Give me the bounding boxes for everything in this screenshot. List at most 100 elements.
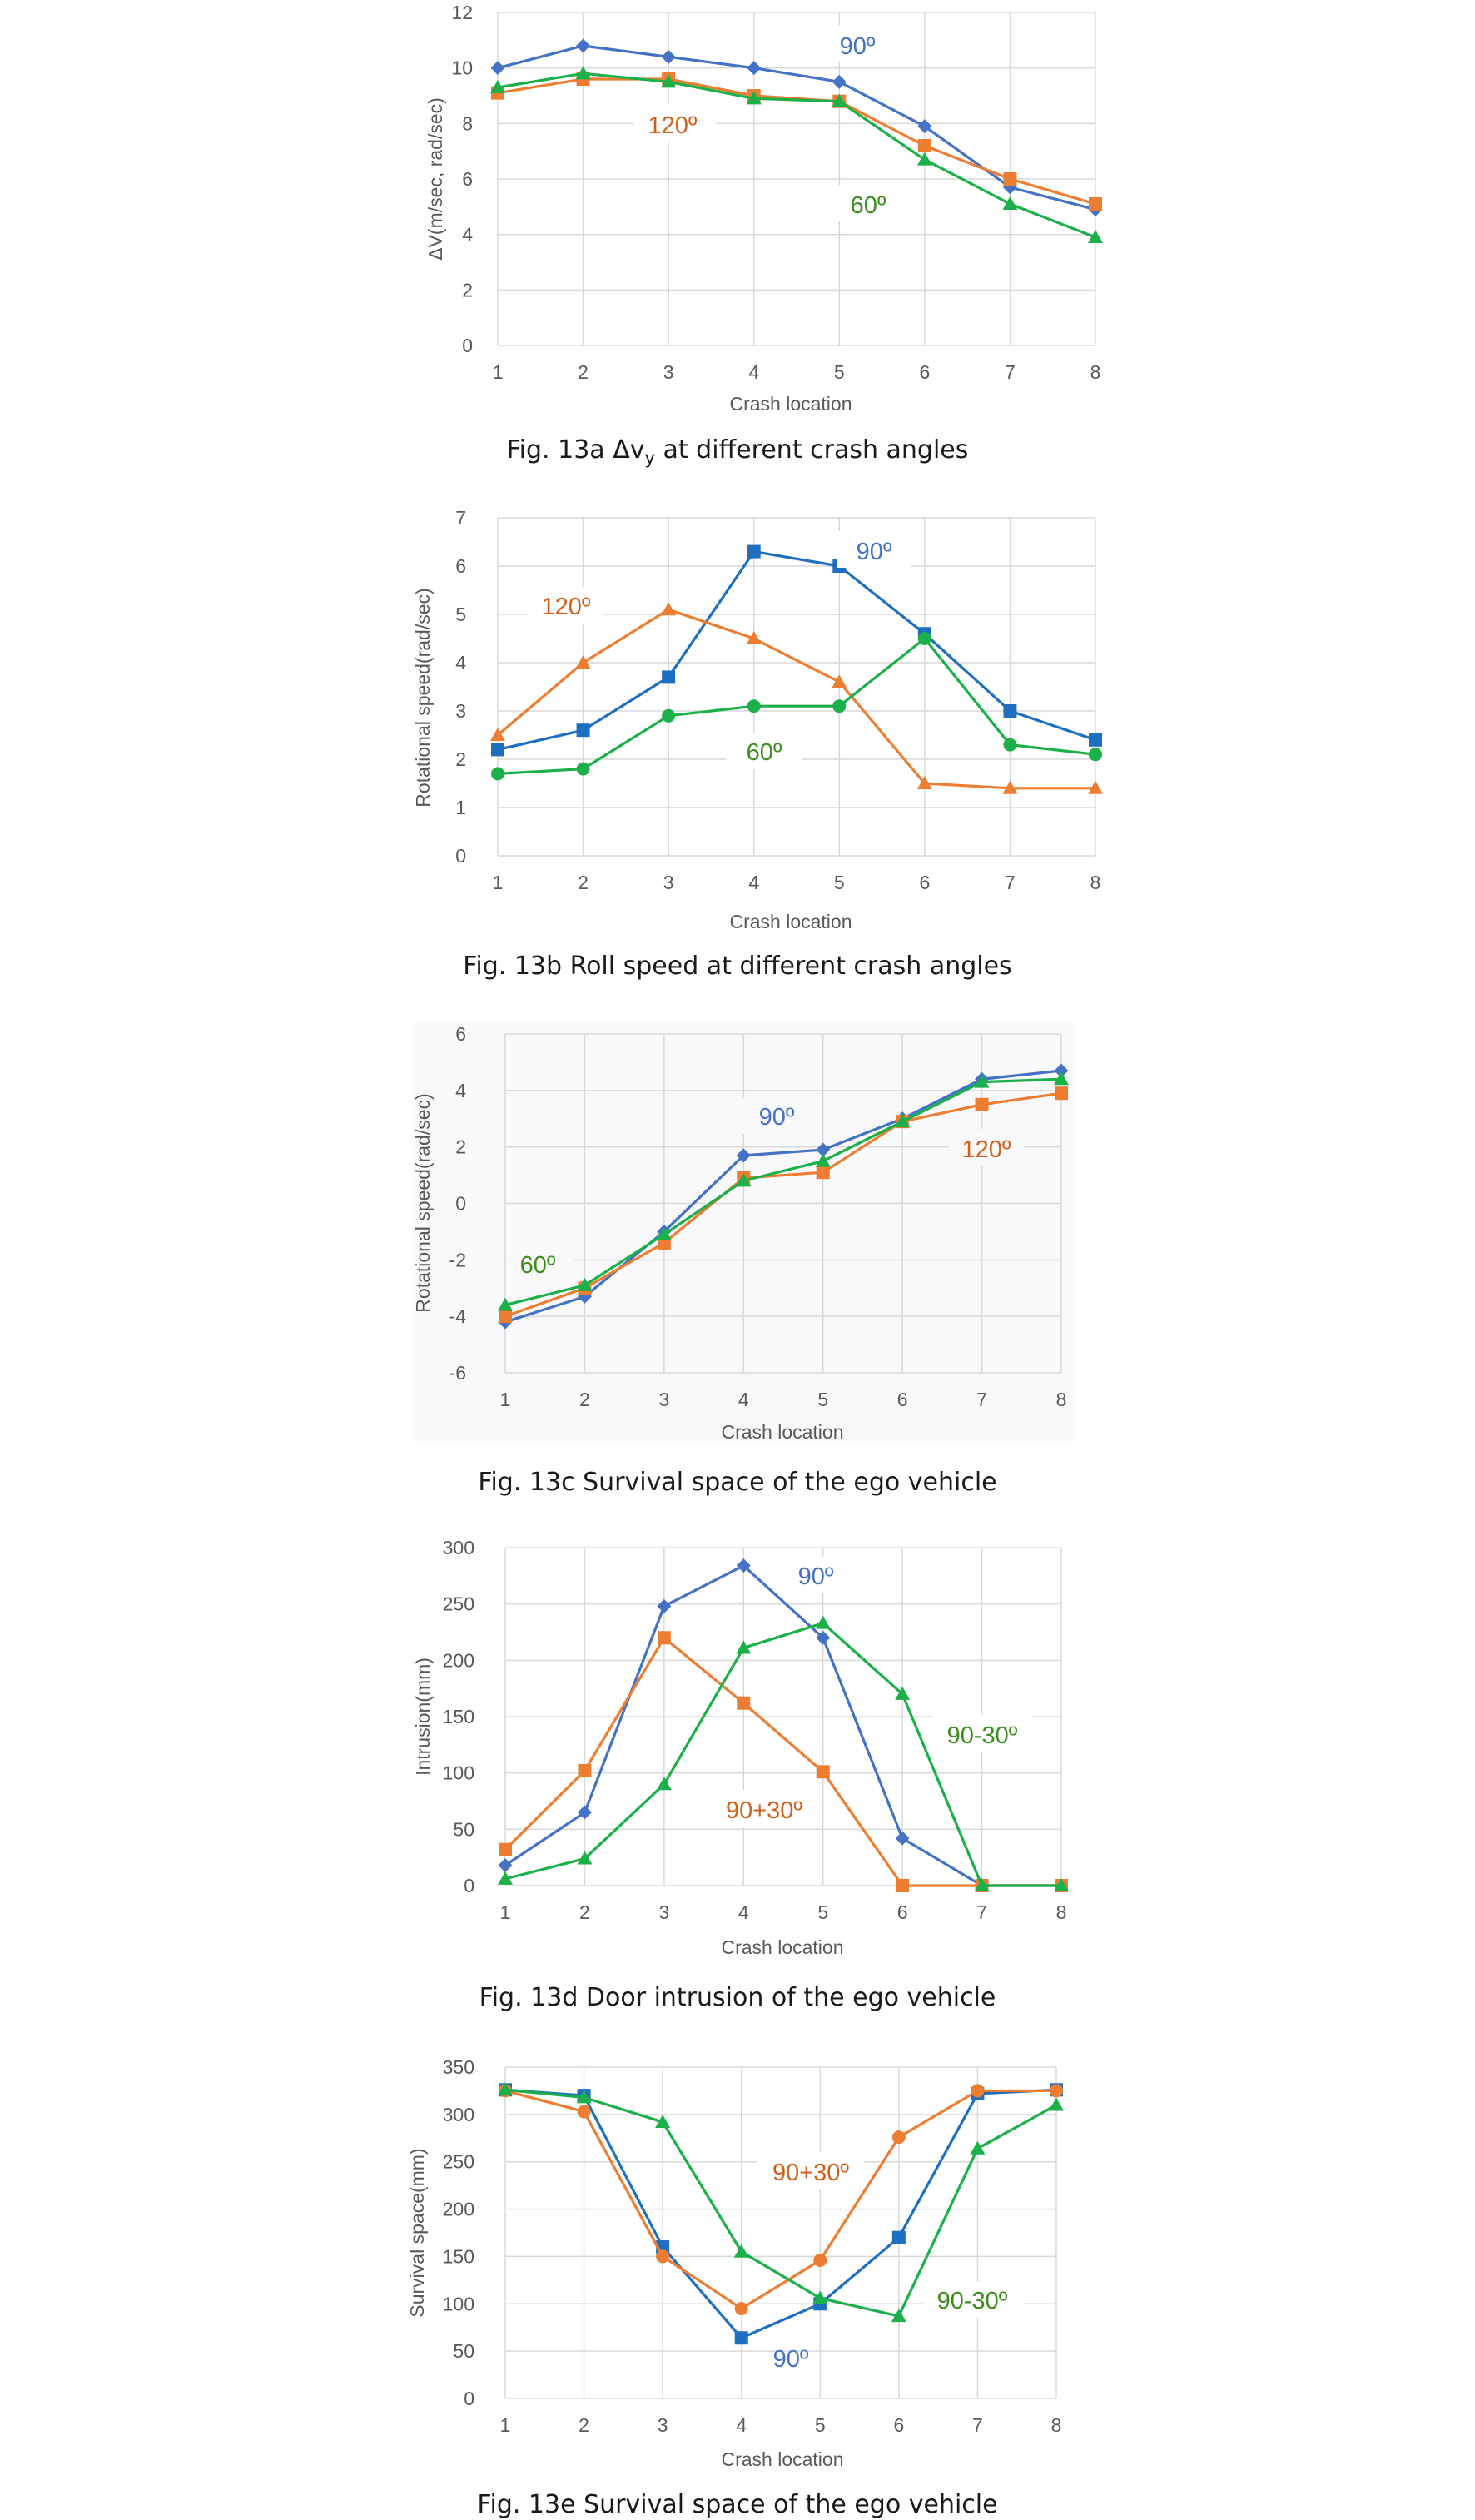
y-ticks: 0 50 100 150 200 250 300	[443, 1537, 474, 1896]
data-point	[891, 2130, 906, 2145]
data-point	[575, 655, 591, 669]
y-tick-label: 250	[443, 2151, 474, 2173]
figure-caption: Fig. 13c Survival space of the ego vehic…	[478, 1468, 996, 1497]
x-tick-label: 8	[1090, 361, 1101, 383]
y-tick-label: 4	[462, 224, 473, 246]
data-point	[917, 139, 931, 152]
data-point	[656, 2249, 670, 2264]
x-tick-label: 6	[919, 872, 930, 893]
plot-area	[498, 518, 1095, 856]
x-tick-label: 1	[500, 1901, 511, 1923]
x-tick-label: 5	[817, 1389, 828, 1410]
y-tick-label: 100	[443, 1762, 474, 1784]
data-point	[1089, 197, 1102, 211]
y-tick-label: 8	[462, 112, 473, 134]
label-bg	[837, 531, 911, 568]
data-point	[736, 1558, 751, 1573]
x-tick-label: 6	[897, 1389, 908, 1410]
y-tick-label: 250	[443, 1593, 474, 1615]
y-tick-label: 100	[443, 2293, 474, 2314]
data-point	[747, 699, 761, 713]
series-line	[504, 1636, 1061, 1887]
y-ticks: 0 2 4 6 8 10 12	[451, 2, 473, 356]
series-label-90: 90º	[857, 539, 892, 565]
data-point	[816, 1630, 831, 1645]
y-tick-label: 50	[453, 2340, 474, 2362]
data-point	[1055, 1086, 1068, 1101]
series-labels: 90º 120º 60º	[506, 1097, 1024, 1282]
y-tick-label: 7	[455, 507, 466, 529]
data-point	[970, 2140, 986, 2155]
x-tick-label: 2	[579, 1389, 590, 1410]
data-point	[746, 91, 762, 105]
y-tick-label: 0	[455, 845, 466, 867]
data-point	[816, 1166, 830, 1180]
series-line	[504, 1564, 1061, 1887]
series-label-120: 120º	[542, 594, 591, 620]
x-axis-title: Crash location	[729, 393, 852, 415]
series-lines	[490, 38, 1103, 243]
data-point	[656, 1777, 672, 1791]
y-tick-label: 0	[464, 1875, 474, 1896]
x-tick-label: 5	[834, 872, 845, 893]
data-point	[813, 2253, 827, 2267]
y-tick-label: -4	[449, 1305, 467, 1327]
x-tick-label: 1	[493, 872, 504, 893]
y-tick-label: 12	[451, 2, 473, 23]
data-point	[1088, 780, 1103, 794]
y-tick-label: 0	[462, 335, 473, 356]
data-point	[656, 1226, 672, 1240]
data-point	[895, 1831, 910, 1846]
data-point	[815, 1615, 831, 1629]
data-point	[491, 743, 504, 757]
y-tick-label: 200	[443, 2199, 474, 2220]
series-line	[504, 1077, 1062, 1307]
data-point	[1089, 733, 1102, 747]
data-point	[1049, 2097, 1064, 2111]
x-tick-label: 3	[663, 872, 674, 893]
data-point	[662, 670, 676, 684]
x-tick-label: 5	[817, 1901, 828, 1923]
figure-caption: Fig. 13a Δvy at different crash angles	[507, 435, 969, 468]
data-point	[1088, 230, 1103, 243]
data-point	[576, 38, 591, 53]
figure-caption: Fig. 13b Roll speed at different crash a…	[463, 952, 1011, 981]
label-bg	[506, 1245, 573, 1282]
y-axis-title: ΔV(m/sec, rad/sec)	[425, 97, 446, 261]
data-point	[657, 1598, 672, 1613]
y-tick-label: 3	[455, 700, 466, 722]
series-line	[504, 1622, 1061, 1887]
gridlines	[504, 1033, 1062, 1374]
series-line	[504, 1091, 1062, 1318]
data-point	[736, 1640, 752, 1654]
data-point	[832, 74, 847, 89]
series-labels: 90º 90+30º 90-30º	[712, 1557, 1032, 1827]
series-labels: 90º 120º 60º	[633, 25, 901, 221]
x-tick-label: 2	[579, 1901, 590, 1923]
label-bg	[835, 185, 901, 221]
gridlines	[497, 517, 1096, 857]
x-tick-label: 6	[893, 2414, 904, 2436]
data-point	[747, 544, 761, 559]
x-tick-label: 6	[897, 1901, 908, 1923]
x-tick-label: 2	[578, 872, 589, 893]
data-point	[815, 1153, 831, 1167]
data-point	[578, 1763, 592, 1777]
x-tick-label: 8	[1090, 872, 1101, 893]
series-labels: 90+30º 90-30º 90º	[757, 2152, 1024, 2373]
y-tick-label: 2	[455, 748, 466, 770]
series-labels: 90º 120º 60º	[529, 531, 911, 769]
data-point	[498, 1858, 513, 1873]
data-point	[490, 80, 505, 93]
series-label-90minus30: 90-30º	[947, 1722, 1018, 1749]
series-label-90: 90º	[759, 1104, 795, 1131]
data-point	[891, 2230, 906, 2244]
data-point	[661, 602, 677, 616]
y-tick-label: 300	[443, 2104, 474, 2125]
label-bg	[924, 2281, 1024, 2318]
series-label-90plus30: 90+30º	[772, 2160, 849, 2186]
y-tick-label: 2	[462, 279, 473, 301]
x-tick-label: 8	[1051, 2414, 1062, 2436]
series-line	[497, 44, 1096, 211]
series-line	[497, 637, 1096, 775]
